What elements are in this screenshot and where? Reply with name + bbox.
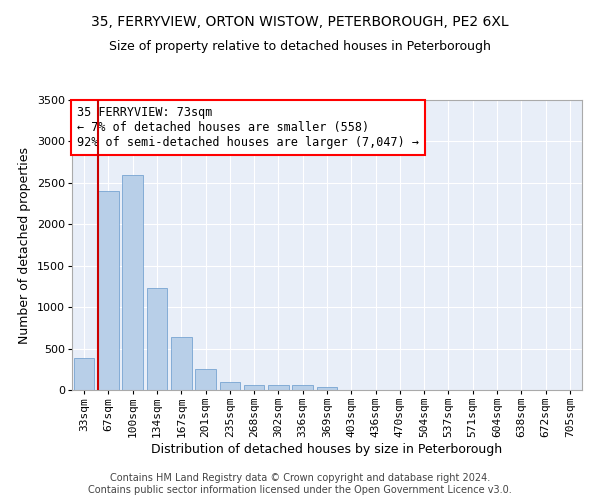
Bar (317, 386, 337, 390)
Y-axis label: Number of detached properties: Number of detached properties (19, 146, 31, 344)
Bar (122, 174, 143, 390)
Text: 35, FERRYVIEW, ORTON WISTOW, PETERBOROUGH, PE2 6XL: 35, FERRYVIEW, ORTON WISTOW, PETERBOROUG… (91, 15, 509, 29)
Bar (74, 358, 94, 390)
Bar (292, 386, 313, 390)
Text: Contains HM Land Registry data © Crown copyright and database right 2024.
Contai: Contains HM Land Registry data © Crown c… (88, 474, 512, 495)
Bar (244, 384, 265, 390)
Text: 35 FERRYVIEW: 73sqm
← 7% of detached houses are smaller (558)
92% of semi-detach: 35 FERRYVIEW: 73sqm ← 7% of detached hou… (77, 106, 419, 149)
Bar (146, 288, 167, 390)
Bar (268, 385, 289, 390)
Text: Size of property relative to detached houses in Peterborough: Size of property relative to detached ho… (109, 40, 491, 53)
Bar (171, 337, 191, 390)
Bar (220, 382, 240, 390)
Bar (195, 369, 216, 390)
X-axis label: Distribution of detached houses by size in Peterborough: Distribution of detached houses by size … (151, 443, 503, 456)
Bar (98, 191, 119, 390)
